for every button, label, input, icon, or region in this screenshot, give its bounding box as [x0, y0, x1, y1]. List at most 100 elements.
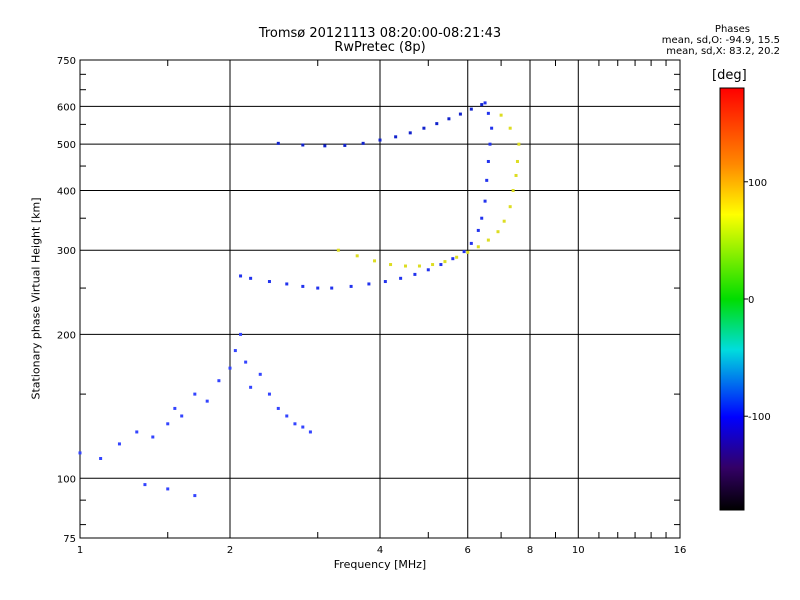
- data-point: [476, 245, 480, 249]
- data-point: [485, 178, 489, 182]
- data-point: [443, 260, 447, 264]
- data-point: [469, 241, 473, 245]
- data-point: [394, 135, 398, 139]
- data-point: [413, 272, 417, 276]
- data-point: [496, 230, 500, 234]
- data-point: [276, 406, 280, 410]
- y-tick-label: 300: [57, 246, 76, 257]
- data-point: [244, 360, 248, 364]
- data-point: [488, 142, 492, 146]
- data-point: [249, 276, 253, 280]
- y-axis-label: Stationary phase Virtual Height [km]: [29, 197, 43, 400]
- data-point: [417, 264, 421, 268]
- data-point: [490, 126, 494, 130]
- colorbar-unit: [deg]: [712, 68, 747, 83]
- phase-stats-heading: Phases: [714, 24, 750, 35]
- data-point: [180, 414, 184, 418]
- data-point: [78, 451, 82, 455]
- y-tick-label: 600: [57, 102, 76, 113]
- data-point: [408, 131, 412, 135]
- data-point: [301, 284, 305, 288]
- data-point: [285, 282, 289, 286]
- data-point: [373, 259, 377, 263]
- data-point: [462, 250, 466, 254]
- y-tick-label: 200: [57, 330, 76, 341]
- data-point: [285, 414, 289, 418]
- data-point: [447, 117, 451, 121]
- data-point: [514, 173, 518, 177]
- data-point: [193, 392, 197, 396]
- data-point: [403, 264, 407, 268]
- data-point: [336, 248, 340, 252]
- data-point: [323, 144, 327, 148]
- data-point: [173, 406, 177, 410]
- data-point: [517, 142, 521, 146]
- data-point: [435, 122, 439, 126]
- y-tick-label: 500: [57, 140, 76, 151]
- data-point: [367, 282, 371, 286]
- data-point: [515, 159, 519, 163]
- x-tick-label: 10: [572, 545, 585, 556]
- data-point: [439, 263, 443, 267]
- data-point: [349, 284, 353, 288]
- data-point: [301, 143, 305, 147]
- data-point: [228, 366, 232, 370]
- data-point: [166, 487, 170, 491]
- data-point: [455, 255, 459, 259]
- data-point: [511, 188, 515, 192]
- x-tick-label: 2: [227, 545, 233, 556]
- data-point: [422, 126, 426, 130]
- phase-stats-x: mean, sd,X: 83.2, 20.2: [666, 46, 780, 57]
- data-point: [166, 422, 170, 426]
- data-point: [483, 199, 487, 203]
- data-point: [343, 143, 347, 147]
- data-point: [301, 425, 305, 429]
- data-point: [389, 263, 393, 267]
- data-point: [431, 263, 435, 267]
- data-point: [399, 276, 403, 280]
- data-point: [151, 435, 155, 439]
- x-tick-label: 1: [77, 545, 83, 556]
- data-point: [233, 349, 237, 353]
- data-point: [383, 280, 387, 284]
- data-point: [258, 372, 262, 376]
- x-tick-label: 6: [465, 545, 471, 556]
- x-axis-label: Frequency [MHz]: [333, 558, 427, 571]
- y-tick-label: 400: [57, 186, 76, 197]
- data-point: [426, 268, 430, 272]
- y-tick-label: 750: [57, 56, 76, 67]
- data-point: [205, 399, 209, 403]
- data-point: [117, 442, 121, 446]
- data-point: [480, 103, 484, 107]
- data-point: [502, 219, 506, 223]
- data-point: [483, 101, 487, 105]
- data-point: [293, 422, 297, 426]
- data-point: [316, 286, 320, 290]
- phase-stats-o: mean, sd,O: -94.9, 15.5: [661, 35, 780, 46]
- data-point: [249, 385, 253, 389]
- colorbar: [719, 87, 745, 511]
- data-point: [308, 430, 312, 434]
- data-point: [466, 250, 470, 254]
- chart-title: Tromsø 20121113 08:20:00-08:21:43: [258, 26, 502, 41]
- chart-subtitle: RwPretec (8p): [334, 40, 426, 55]
- data-point: [458, 112, 462, 116]
- data-point: [451, 257, 455, 261]
- data-point: [217, 379, 221, 383]
- data-point: [476, 228, 480, 232]
- data-point: [99, 456, 103, 460]
- data-point: [193, 494, 197, 498]
- data-point: [267, 280, 271, 284]
- data-point: [499, 113, 503, 117]
- data-point: [486, 238, 490, 242]
- data-point: [143, 483, 147, 487]
- x-tick-label: 8: [527, 545, 533, 556]
- data-point: [361, 141, 365, 145]
- data-point: [239, 274, 243, 278]
- x-tick-label: 4: [377, 545, 383, 556]
- data-point: [486, 111, 490, 115]
- y-tick-label: 75: [63, 534, 76, 545]
- data-point: [267, 392, 271, 396]
- data-point: [276, 141, 280, 145]
